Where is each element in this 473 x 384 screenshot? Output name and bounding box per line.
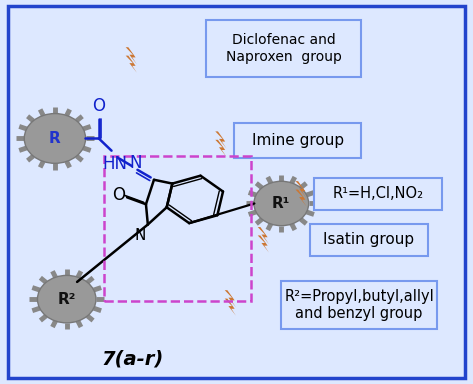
Text: O: O [92,98,105,116]
Polygon shape [258,235,269,253]
Text: N: N [134,228,146,243]
Polygon shape [215,131,227,149]
Text: Isatin group: Isatin group [323,232,414,247]
Text: HN: HN [102,154,127,172]
Circle shape [37,275,96,323]
Bar [105,156,251,301]
Text: 7(a-r): 7(a-r) [102,349,164,368]
Text: N: N [129,154,141,172]
Text: O: O [112,187,125,204]
Polygon shape [126,56,137,73]
Text: R: R [49,131,61,146]
Polygon shape [296,190,307,207]
Polygon shape [225,290,236,307]
Text: R²: R² [58,291,76,307]
FancyBboxPatch shape [310,223,428,256]
Text: R¹=H,Cl,NO₂: R¹=H,Cl,NO₂ [333,186,423,202]
Polygon shape [126,47,137,65]
Polygon shape [258,227,269,244]
Circle shape [24,114,86,163]
Text: R²=Propyl,butyl,allyl
and benzyl group: R²=Propyl,butyl,allyl and benzyl group [284,289,434,321]
Text: Diclofenac and
Naproxen  group: Diclofenac and Naproxen group [226,33,342,64]
Polygon shape [215,140,227,157]
Text: Imine group: Imine group [252,133,344,148]
Polygon shape [296,181,307,198]
FancyBboxPatch shape [206,20,361,77]
Text: R¹: R¹ [272,196,290,211]
Polygon shape [225,299,236,316]
Circle shape [254,181,309,226]
FancyBboxPatch shape [281,281,437,329]
FancyBboxPatch shape [8,7,465,377]
FancyBboxPatch shape [234,123,361,157]
FancyBboxPatch shape [315,178,442,210]
